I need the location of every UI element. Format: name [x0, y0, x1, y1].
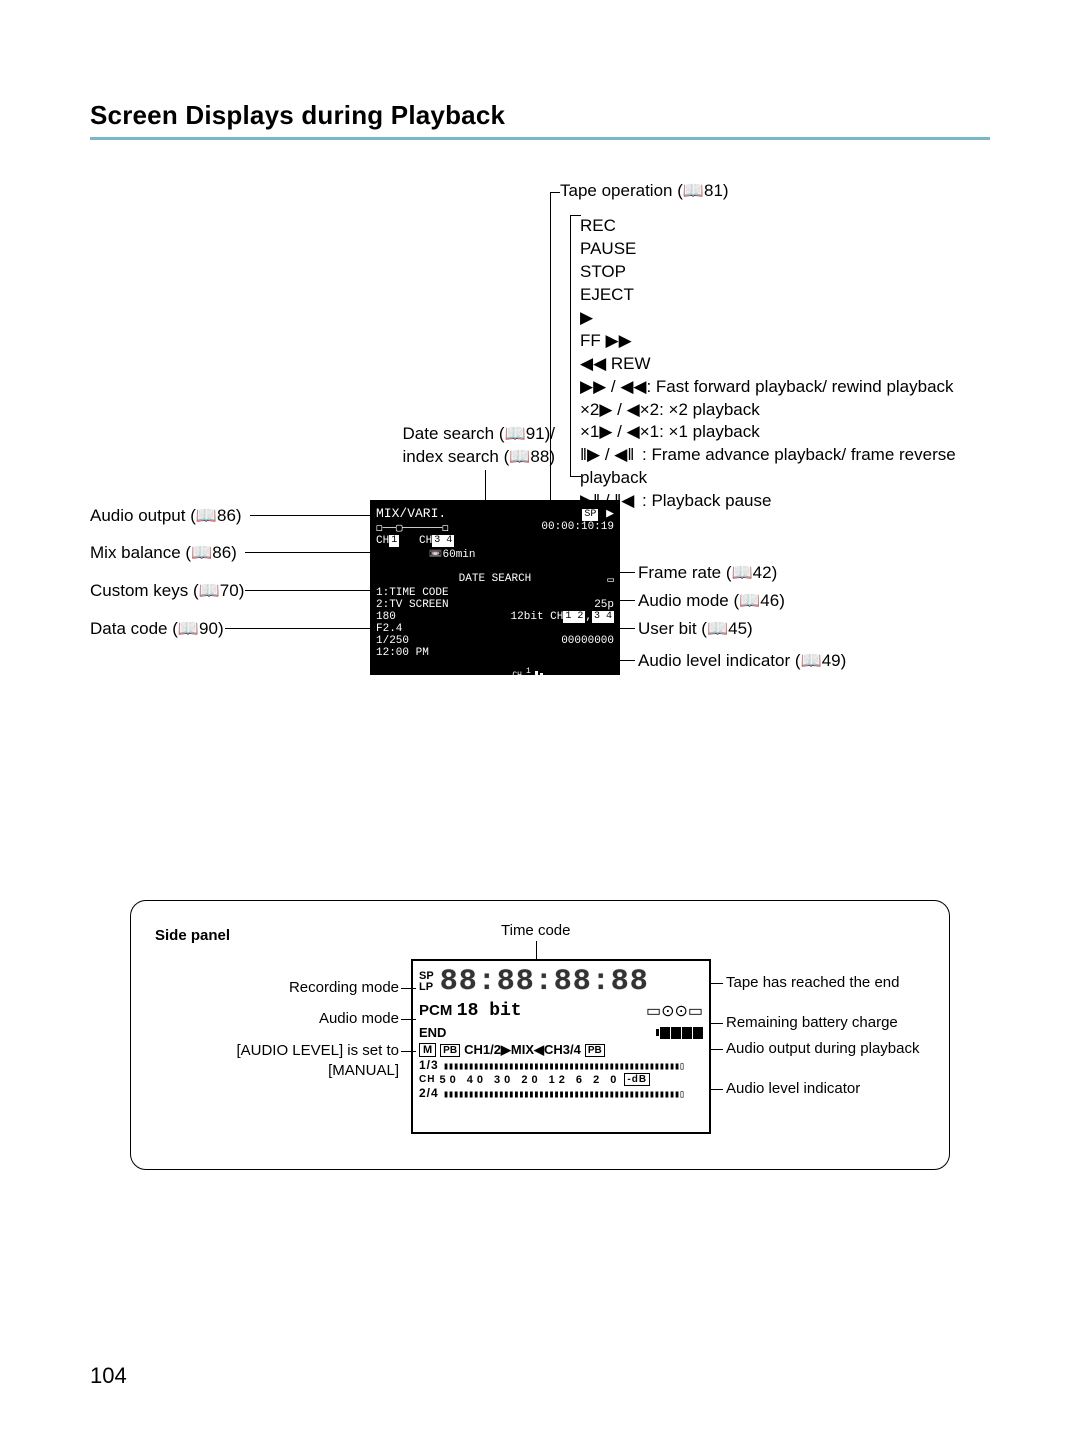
tape-ops-list: REC PAUSE STOP EJECT ▶ FF ▶▶ ◀◀ REW ▶▶ /… — [580, 215, 990, 513]
audio-output-label: Audio output (📖86) — [90, 505, 242, 528]
op-play-sym: ▶ — [580, 308, 593, 327]
audio-mode-label: Audio mode (📖46) — [638, 590, 785, 613]
scr-time: 12:00 PM — [376, 647, 429, 704]
side-panel-label: Side panel — [155, 927, 230, 944]
sp-battery-label: Remaining battery charge — [726, 1013, 898, 1033]
sp-recording-mode-label: Recording mode — [239, 978, 399, 998]
audio-level-indicator-label: Audio level indicator (📖49) — [638, 650, 846, 673]
user-bit-label: User bit (📖45) — [638, 618, 753, 641]
lcd-timecode: 88:88:88:88 — [440, 965, 649, 999]
lcd-bit: 18 bit — [457, 1001, 522, 1021]
lcd-ch: CH — [419, 1074, 435, 1085]
op-rew-sym: ◀◀ REW — [580, 354, 651, 373]
scr-iso: 180 — [376, 611, 396, 623]
scr-tape-remain: 📼60min — [429, 549, 476, 561]
mix-balance-label: Mix balance (📖86) — [90, 542, 237, 565]
op-x2-sym: ×2▶ / ◀×2 — [580, 399, 659, 422]
sp-audio-level-indicator-label: Audio level indicator — [726, 1079, 860, 1099]
scr-batt-icon: ▭ — [607, 573, 614, 587]
scr-timecode: 00:00:10:19 — [541, 521, 614, 535]
lcd-pb-left: PB — [440, 1044, 460, 1057]
lcd-battery-icon — [656, 1027, 703, 1039]
page-title: Screen Displays during Playback — [90, 100, 990, 140]
op-rec: REC — [580, 216, 616, 235]
upper-figure: Tape operation (📖81) REC PAUSE STOP EJEC… — [90, 180, 990, 780]
scr-slider: ◻──▢──────◻ — [376, 521, 449, 535]
op-x2-lbl: : ×2 playback — [659, 400, 760, 419]
lcd-end: END — [419, 1025, 446, 1040]
op-x1-sym: ×1▶ / ◀×1 — [580, 421, 659, 444]
sp-audio-level-manual-label: [AUDIO LEVEL] is set to [MANUAL] — [201, 1041, 399, 1082]
lcd-cassette-icon: ▭⊙⊙▭ — [646, 1001, 703, 1021]
scr-date-search: DATE SEARCH — [459, 573, 532, 587]
op-pp-lbl: : Playback pause — [642, 491, 771, 510]
scr-mixvari: MIX/VARI. — [376, 506, 446, 521]
side-panel-lcd: SP LP 88:88:88:88 PCM 18 bit ▭⊙⊙▭ END M … — [411, 959, 711, 1134]
scr-userbit: 00000000 — [561, 635, 614, 647]
custom-keys-label: Custom keys (📖70) — [90, 580, 244, 603]
sp-audio-mode-label: Audio mode — [239, 1009, 399, 1029]
scr-sp: SP — [582, 509, 598, 521]
lcd-pcm: PCM — [419, 1002, 452, 1019]
scr-afmt: 12bit CH1 2,3 4 — [511, 611, 614, 623]
op-stop: STOP — [580, 262, 626, 281]
page-number: 104 — [90, 1363, 127, 1389]
op-ff-sym: FF ▶▶ — [580, 331, 632, 350]
op-pause: PAUSE — [580, 239, 636, 258]
lcd-ch-line: CH1/2▶MIX◀CH3/4 — [464, 1042, 581, 1058]
lcd-row13: 1/3 — [419, 1058, 439, 1072]
op-ffrew-sym: ▶▶ / ◀◀ — [580, 376, 646, 399]
lcd-meter-bar-2: ▮▮▮▮▮▮▮▮▮▮▮▮▮▮▮▮▮▮▮▮▮▮▮▮▮▮▮▮▮▮▮▮▮▮▮▮▮▮▮▮… — [443, 1090, 684, 1101]
sp-tape-end-label: Tape has reached the end — [726, 973, 916, 993]
side-panel-figure: Side panel Time code Recording mode Audi… — [130, 900, 950, 1170]
lcd-lp: LP — [419, 982, 434, 993]
scr-level-bars — [535, 647, 614, 704]
scr-ck2: 2:TV SCREEN — [376, 599, 449, 611]
date-index-search-label: Date search (📖91)/ index search (📖88) — [385, 423, 555, 469]
scr-ch34: CH3 4 — [419, 535, 454, 547]
lcd-meter-bar-1: ▮▮▮▮▮▮▮▮▮▮▮▮▮▮▮▮▮▮▮▮▮▮▮▮▮▮▮▮▮▮▮▮▮▮▮▮▮▮▮▮… — [443, 1062, 684, 1073]
op-eject: EJECT — [580, 285, 634, 304]
op-ffrew-lbl: : Fast forward playback/ rewind playback — [646, 377, 953, 396]
scr-ck1: 1:TIME CODE — [376, 587, 449, 599]
lcd-meter-scale: 50 40 30 20 12 6 2 0 — [439, 1074, 620, 1086]
op-x1-lbl: : ×1 playback — [659, 422, 760, 441]
scr-fps: 25p — [594, 599, 614, 611]
scr-shutter: 1/250 — [376, 635, 409, 647]
scr-f: F2.4 — [376, 623, 402, 635]
frame-rate-label: Frame rate (📖42) — [638, 562, 777, 585]
tape-operation-label: Tape operation (📖81) — [560, 180, 729, 203]
sp-time-code-label: Time code — [501, 921, 570, 941]
lcd-pb-right: PB — [585, 1044, 605, 1057]
sp-audio-output-pb-label: Audio output during playback — [726, 1039, 926, 1059]
lcd-m-indicator: M — [419, 1043, 436, 1057]
op-frame-sym: ‖▶ / ◀‖ — [580, 444, 642, 467]
lcd-db: -dB — [624, 1073, 650, 1086]
scr-ch12: CH1 CH3 4 — [376, 535, 454, 547]
lcd-row24: 2/4 — [419, 1086, 439, 1100]
data-code-label: Data code (📖90) — [90, 618, 224, 641]
scr-date: JAN. 1,2004 — [376, 704, 455, 716]
scr-play-icon: ▶ — [606, 506, 614, 521]
playback-screen: MIX/VARI. SP ▶ ◻──▢──────◻ 00:00:10:19 C… — [370, 500, 620, 675]
